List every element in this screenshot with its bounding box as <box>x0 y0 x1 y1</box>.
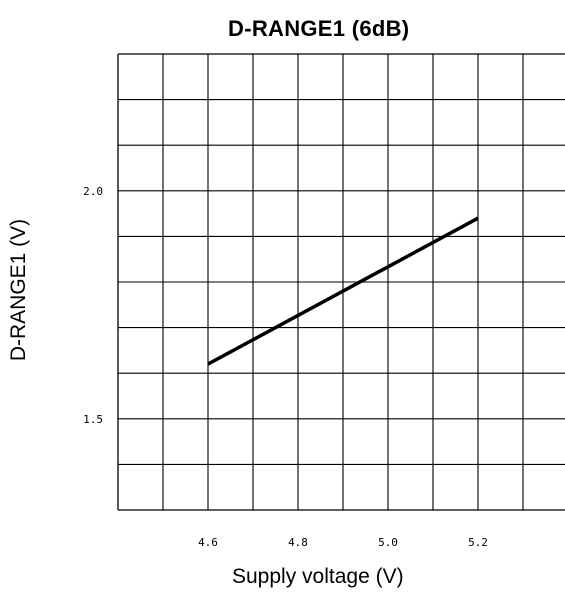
x-tick-label-2: 5.0 <box>378 536 398 549</box>
x-tick-label-1: 4.8 <box>288 536 308 549</box>
x-tick-label-0: 4.6 <box>198 536 218 549</box>
x-tick-label-3: 5.2 <box>468 536 488 549</box>
y-tick-label-0: 1.5 <box>83 413 103 426</box>
chart-title: D-RANGE1 (6dB) <box>228 16 410 41</box>
series-line-0 <box>207 216 479 366</box>
x-axis-label: Supply voltage (V) <box>232 565 404 588</box>
y-tick-label-1: 2.0 <box>83 185 103 198</box>
